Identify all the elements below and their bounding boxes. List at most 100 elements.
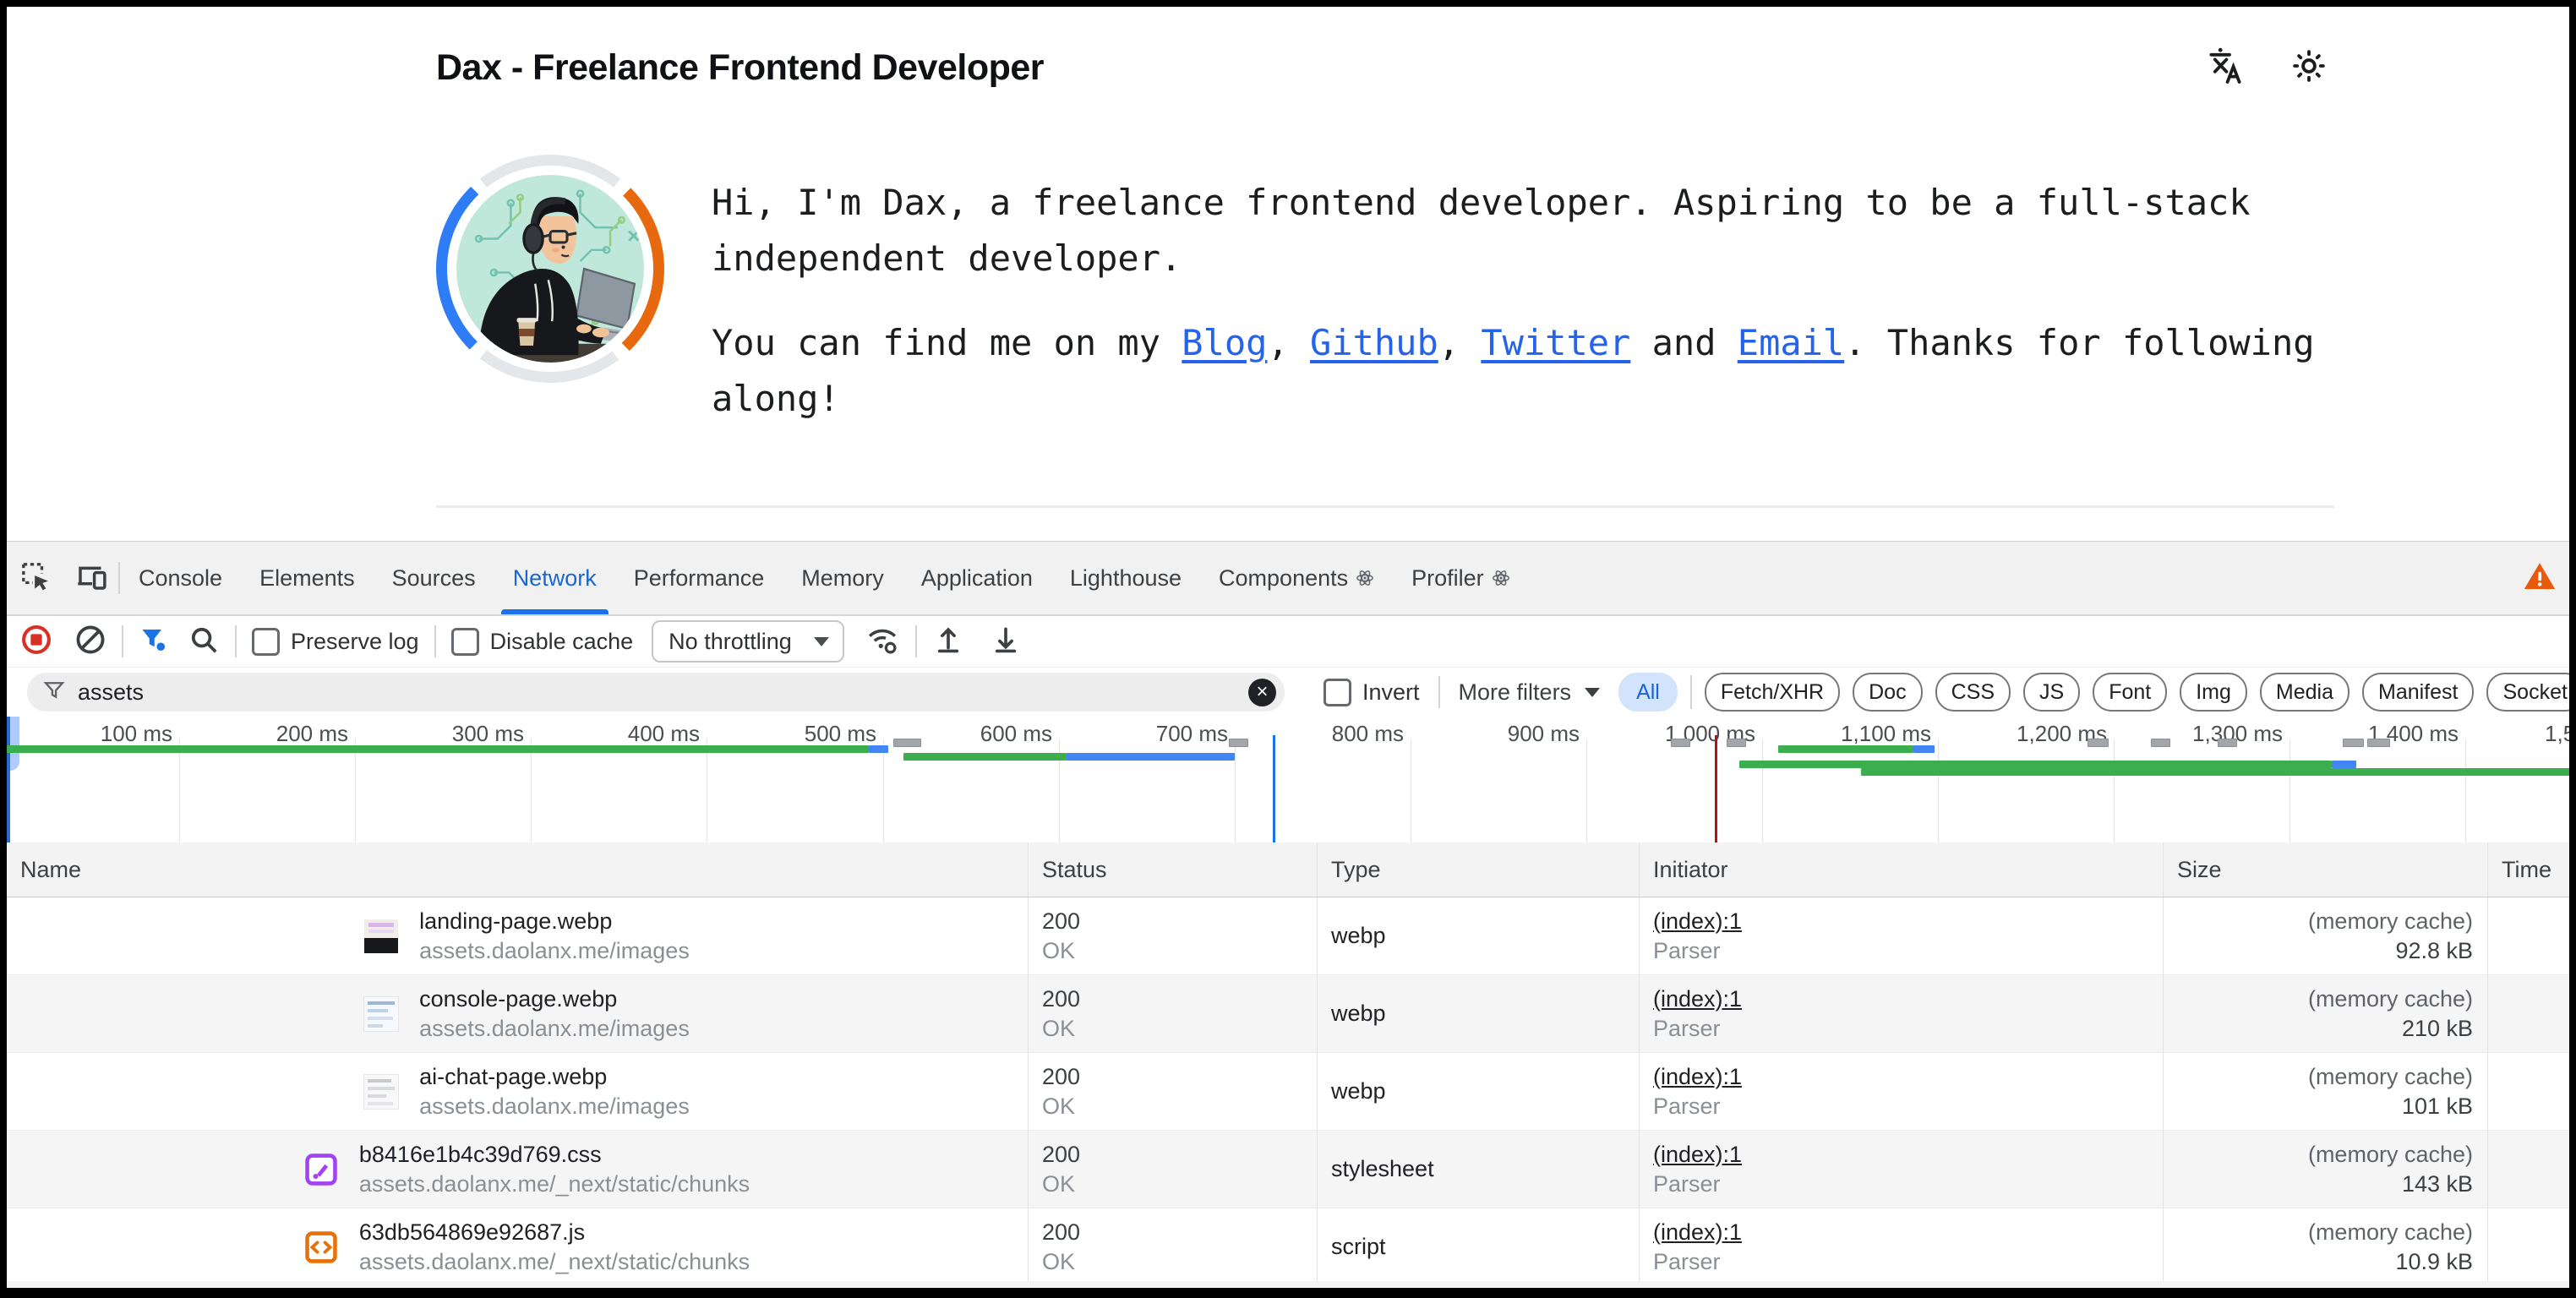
tab-performance[interactable]: Performance (615, 542, 783, 614)
pill-js[interactable]: JS (2023, 673, 2081, 712)
filter-toggle-button[interactable] (139, 624, 169, 659)
react-atom-icon (1492, 569, 1510, 587)
request-row-console-page.webp[interactable]: console-page.webp assets.daolanx.me/image… (7, 975, 2569, 1053)
sun-icon (2289, 46, 2328, 90)
column-header-name[interactable]: Name (20, 856, 82, 882)
pill-manifest[interactable]: Manifest (2362, 673, 2475, 712)
initiator-link[interactable]: (index):1 (1653, 1063, 1743, 1089)
size-cache: (memory cache) (2307, 1063, 2473, 1089)
tab-label: Memory (801, 564, 884, 591)
tab-console[interactable]: Console (120, 542, 241, 614)
theme-toggle-button[interactable] (2289, 48, 2329, 89)
initiator-link[interactable]: (index):1 (1653, 1219, 1743, 1245)
pill-socket[interactable]: Socket (2486, 673, 2569, 712)
checkbox[interactable] (1323, 678, 1351, 706)
export-har-button[interactable] (990, 624, 1022, 660)
tab-lighthouse[interactable]: Lighthouse (1051, 542, 1200, 614)
request-row-63db564869e92687.js[interactable]: 63db564869e92687.js assets.daolanx.me/_ne… (7, 1208, 2569, 1286)
overview-selection-edge[interactable] (7, 717, 10, 846)
pill-separator (1689, 675, 1692, 709)
initiator-link[interactable]: (index):1 (1653, 1141, 1743, 1167)
column-header-status[interactable]: Status (1028, 843, 1317, 897)
page-title: Dax - Freelance Frontend Developer (436, 47, 1045, 88)
intro-link-blog[interactable]: Blog (1182, 322, 1268, 363)
checkbox[interactable] (252, 627, 280, 656)
waterfall-block (2218, 739, 2237, 747)
pill-all[interactable]: All (1618, 673, 1678, 712)
initiator-kind: Parser (1653, 1248, 1721, 1274)
network-overview-timeline[interactable]: 100 ms 200 ms 300 ms 400 ms 500 ms 600 ms 700 … (7, 717, 2569, 846)
initiator-kind: Parser (1653, 1170, 1721, 1197)
preserve-log-checkbox[interactable]: Preserve log (252, 627, 419, 656)
thumb-dark-icon (363, 919, 399, 954)
pill-fetch-xhr[interactable]: Fetch/XHR (1704, 673, 1841, 712)
pill-media[interactable]: Media (2259, 673, 2350, 712)
request-name: landing-page.webp (419, 908, 613, 934)
tab-label: Lighthouse (1069, 564, 1182, 591)
request-type: stylesheet (1317, 1131, 1639, 1208)
clear-button[interactable] (74, 624, 106, 660)
thumb-gray-icon (363, 1073, 400, 1110)
warning-icon[interactable] (2522, 559, 2557, 598)
column-header-time[interactable]: Time (2487, 843, 2569, 897)
request-row-landing-page.webp[interactable]: landing-page.webp assets.daolanx.me/image… (7, 897, 2569, 975)
tab-label: Console (139, 564, 223, 591)
tab-memory[interactable]: Memory (783, 542, 903, 614)
intro-link-github[interactable]: Github (1310, 322, 1438, 363)
pill-css[interactable]: CSS (1935, 673, 2011, 712)
tab-sources[interactable]: Sources (374, 542, 494, 614)
language-toggle-button[interactable] (2204, 47, 2245, 89)
record-button[interactable] (20, 624, 52, 660)
disable-cache-checkbox[interactable]: Disable cache (450, 627, 633, 656)
size-cache: (memory cache) (2307, 908, 2473, 934)
timeline-tick-label: 800 ms (1331, 721, 1404, 746)
pill-doc[interactable]: Doc (1853, 673, 1923, 712)
request-domain: assets.daolanx.me/images (419, 937, 690, 963)
size-cache: (memory cache) (2307, 985, 2473, 1012)
download-icon (990, 624, 1022, 660)
request-row-b8416e1b4c39d769.css[interactable]: b8416e1b4c39d769.css assets.daolanx.me/_n… (7, 1131, 2569, 1208)
timeline-gridline (2114, 739, 2115, 846)
tab-elements[interactable]: Elements (241, 542, 374, 614)
intro-link-email[interactable]: Email (1737, 322, 1845, 363)
tab-network[interactable]: Network (494, 542, 615, 614)
initiator-link[interactable]: (index):1 (1653, 908, 1743, 934)
more-filters-button[interactable]: More filters (1459, 679, 1601, 706)
initiator-link[interactable]: (index):1 (1653, 985, 1743, 1012)
throttling-select[interactable]: No throttling (652, 620, 844, 663)
search-button[interactable] (188, 624, 220, 660)
import-har-button[interactable] (932, 624, 964, 660)
intro-link-twitter[interactable]: Twitter (1481, 322, 1631, 363)
devtools-tabs: Console Elements Sources Network Performance… (120, 542, 1529, 614)
request-row-ai-chat-page.webp[interactable]: ai-chat-page.webp assets.daolanx.me/image… (7, 1053, 2569, 1131)
time-cell (2487, 897, 2569, 974)
overview-drag-handle[interactable] (10, 717, 19, 771)
request-domain: assets.daolanx.me/_next/static/chunks (358, 1248, 750, 1274)
network-conditions-button[interactable] (865, 622, 900, 662)
request-name: ai-chat-page.webp (419, 1063, 608, 1089)
column-header-type[interactable]: Type (1317, 843, 1639, 897)
inspect-element-button[interactable] (19, 559, 52, 597)
timeline-tick-label: 1,100 ms (1841, 721, 1931, 746)
timeline-event-marker (1715, 735, 1717, 846)
column-header-size[interactable]: Size (2163, 843, 2487, 897)
clear-filter-icon[interactable]: × (1248, 678, 1276, 706)
tab-profiler[interactable]: Profiler (1393, 542, 1529, 614)
filter-input[interactable]: assets × (27, 673, 1285, 712)
invert-checkbox[interactable]: Invert (1323, 678, 1420, 706)
tab-components[interactable]: Components (1200, 542, 1393, 614)
size-value: 92.8 kB (2395, 937, 2473, 963)
pill-font[interactable]: Font (2093, 673, 2168, 712)
request-domain: assets.daolanx.me/_next/static/chunks (358, 1170, 750, 1197)
timeline-event-marker (1273, 735, 1275, 846)
tab-application[interactable]: Application (903, 542, 1051, 614)
inspect-cursor-icon (19, 559, 52, 597)
tab-label: Network (512, 564, 597, 591)
network-filter-row: assets × Invert More filters All Fetch/XH… (7, 668, 2569, 717)
initiator-kind: Parser (1653, 937, 1721, 963)
checkbox[interactable] (450, 627, 479, 656)
device-toolbar-button[interactable] (74, 559, 110, 598)
column-header-initiator[interactable]: Initiator (1639, 843, 2163, 897)
timeline-gridline (2289, 739, 2290, 846)
pill-img[interactable]: Img (2180, 673, 2247, 712)
